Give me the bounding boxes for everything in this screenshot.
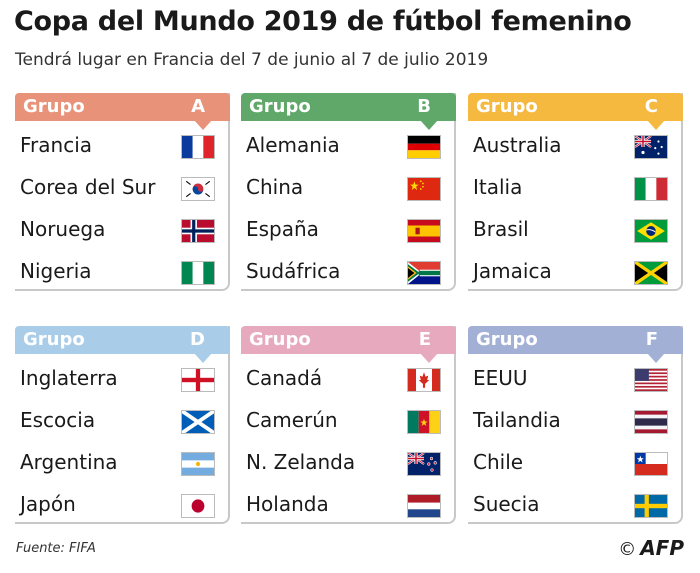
japan-flag <box>181 494 215 518</box>
group-e-card: Grupo E Canadá Camerún N. Zelanda Holanda <box>241 326 456 524</box>
team-name: Corea del Sur <box>20 175 156 199</box>
team-name: Japón <box>20 492 76 516</box>
team-name: Australia <box>473 133 562 157</box>
team-name: Argentina <box>20 450 118 474</box>
sweden-flag <box>634 494 668 518</box>
group-panel-border <box>241 93 456 291</box>
group-header-label: Grupo <box>476 329 538 350</box>
group-header-label: Grupo <box>476 96 538 117</box>
chile-flag <box>634 452 668 476</box>
group-header: Grupo E <box>241 326 456 354</box>
group-panel-border <box>468 93 683 291</box>
group-panel-border <box>15 326 230 524</box>
team-name: Suecia <box>473 492 540 516</box>
copyright-icon: © <box>618 539 637 560</box>
netherlands-flag <box>407 494 441 518</box>
spain-flag <box>407 219 441 243</box>
group-c-card: Grupo C Australia Italia Brasil Jamaica <box>468 93 683 291</box>
germany-flag <box>407 135 441 159</box>
group-header-letter: D <box>190 329 205 350</box>
team-name: Inglaterra <box>20 366 118 390</box>
team-name: Holanda <box>246 492 329 516</box>
group-header-letter: C <box>644 96 658 117</box>
norway-flag <box>181 219 215 243</box>
team-name: Noruega <box>20 217 106 241</box>
group-header-pointer <box>420 120 438 130</box>
group-header-pointer <box>647 120 665 130</box>
team-name: Italia <box>473 175 523 199</box>
team-name: EEUU <box>473 366 528 390</box>
jamaica-flag <box>634 261 668 285</box>
afp-logo-text: AFP <box>640 536 684 560</box>
group-header: Grupo F <box>468 326 683 354</box>
usa-flag <box>634 368 668 392</box>
group-a-card: Grupo A Francia Corea del Sur Noruega Nigeria <box>15 93 230 291</box>
team-name: Alemania <box>246 133 340 157</box>
china-flag <box>407 177 441 201</box>
team-name: Brasil <box>473 217 529 241</box>
group-header-pointer <box>420 353 438 363</box>
new-zealand-flag <box>407 452 441 476</box>
group-header-label: Grupo <box>23 329 85 350</box>
team-name: Canadá <box>246 366 323 390</box>
thailand-flag <box>634 410 668 434</box>
group-header: Grupo D <box>15 326 230 354</box>
group-d-card: Grupo D Inglaterra Escocia Argentina Japón <box>15 326 230 524</box>
team-name: Escocia <box>20 408 96 432</box>
group-header-letter: A <box>191 96 205 117</box>
south-africa-flag <box>407 261 441 285</box>
source-note: Fuente: FIFA <box>16 541 96 556</box>
group-header: Grupo B <box>241 93 456 121</box>
team-name: España <box>246 217 319 241</box>
team-name: Nigeria <box>20 259 92 283</box>
group-panel-border <box>468 326 683 524</box>
team-name: Camerún <box>246 408 338 432</box>
nigeria-flag <box>181 261 215 285</box>
italy-flag <box>634 177 668 201</box>
afp-logo: © AFP <box>618 536 684 560</box>
group-header-pointer <box>194 120 212 130</box>
group-panel-border <box>15 93 230 291</box>
team-name: Sudáfrica <box>246 259 341 283</box>
team-name: Jamaica <box>473 259 552 283</box>
cameroon-flag <box>407 410 441 434</box>
group-header-pointer <box>647 353 665 363</box>
team-name: Francia <box>20 133 93 157</box>
south-korea-flag <box>181 177 215 201</box>
group-header: Grupo C <box>468 93 683 121</box>
team-name: Chile <box>473 450 524 474</box>
group-header-label: Grupo <box>23 96 85 117</box>
page-title: Copa del Mundo 2019 de fútbol femenino <box>14 6 632 37</box>
group-header-letter: F <box>645 329 658 350</box>
scotland-flag <box>181 410 215 434</box>
group-header: Grupo A <box>15 93 230 121</box>
argentina-flag <box>181 452 215 476</box>
group-header-label: Grupo <box>249 96 311 117</box>
canada-flag <box>407 368 441 392</box>
group-b-card: Grupo B Alemania China España Sudáfrica <box>241 93 456 291</box>
group-header-label: Grupo <box>249 329 311 350</box>
group-panel-border <box>241 326 456 524</box>
australia-flag <box>634 135 668 159</box>
team-name: China <box>246 175 304 199</box>
group-header-pointer <box>194 353 212 363</box>
team-name: Tailandia <box>473 408 561 432</box>
page-subtitle: Tendrá lugar en Francia del 7 de junio a… <box>15 50 489 70</box>
group-header-letter: E <box>418 329 431 350</box>
team-name: N. Zelanda <box>246 450 356 474</box>
england-flag <box>181 368 215 392</box>
group-header-letter: B <box>417 96 431 117</box>
brazil-flag <box>634 219 668 243</box>
group-f-card: Grupo F EEUU Tailandia Chile Suecia <box>468 326 683 524</box>
france-flag <box>181 135 215 159</box>
